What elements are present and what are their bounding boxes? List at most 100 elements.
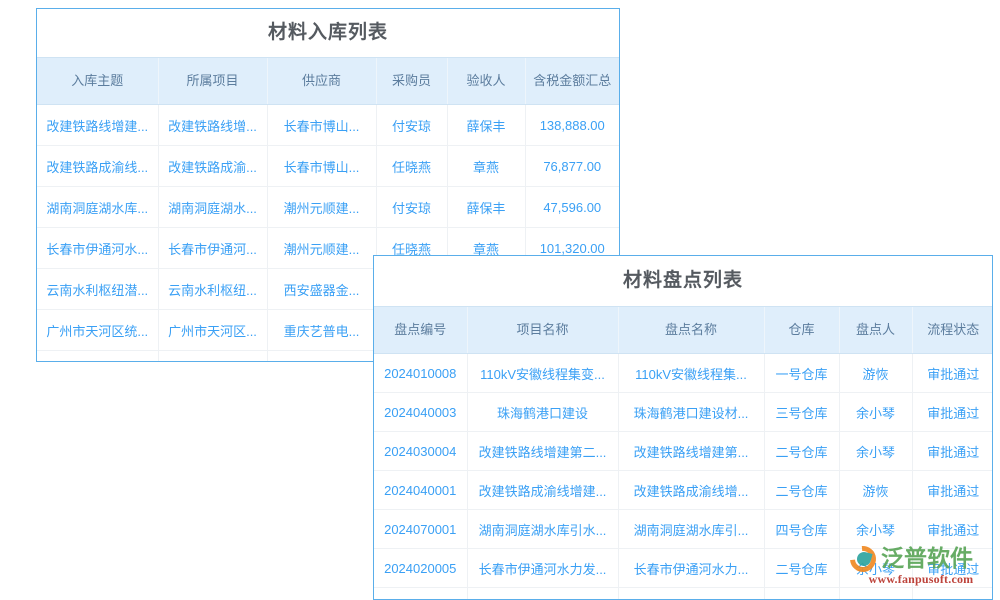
- cell-stocktake-code[interactable]: 2024060001: [374, 588, 467, 600]
- cell-inbound-amount: 47,596.00: [524, 186, 619, 228]
- cell-inbound-project[interactable]: 青海洪湖养护...: [157, 350, 267, 361]
- status-badge: 审批通过: [911, 431, 992, 471]
- cell-stocktake-person: 余小琴: [838, 509, 912, 549]
- cell-stocktake-person: 余小琴: [838, 392, 912, 432]
- cell-stocktake-code[interactable]: 2024040001: [374, 470, 467, 510]
- cell-inbound-buyer: 付安琼: [375, 186, 447, 228]
- page-title-stocktake: 材料盘点列表: [374, 256, 992, 306]
- table-row[interactable]: 2024040001 改建铁路成渝线增建... 改建铁路成渝线增... 二号仓库 游恢审…: [374, 470, 992, 510]
- cell-stocktake-project[interactable]: 云南水利枢纽潜明水...: [466, 587, 618, 599]
- cell-inbound-project[interactable]: 湖南洞庭湖水...: [157, 186, 267, 228]
- cell-stocktake-project[interactable]: 湖南洞庭湖水库引水...: [466, 509, 618, 549]
- cell-inbound-supplier[interactable]: 西安盛器金...: [266, 350, 376, 361]
- cell-inbound-subject[interactable]: 云南水利枢纽潜...: [37, 268, 158, 310]
- cell-inbound-project[interactable]: 广州市天河区...: [157, 309, 267, 351]
- cell-inbound-amount: 76,877.00: [524, 145, 619, 187]
- table-row[interactable]: 湖南洞庭湖水库... 湖南洞庭湖水... 潮州元顺建... 付安琼 薛保丰 47,596.…: [37, 186, 619, 228]
- cell-stocktake-person: 游恢: [838, 470, 912, 510]
- column-header-supplier[interactable]: 供应商: [266, 57, 376, 105]
- cell-inbound-subject[interactable]: 改建铁路成渝线...: [37, 145, 158, 187]
- cell-inbound-supplier[interactable]: 西安盛器金...: [266, 268, 376, 310]
- cell-stocktake-warehouse: 二号仓库: [763, 470, 839, 510]
- cell-stocktake-warehouse: 二号仓库: [763, 587, 839, 599]
- cell-inbound-supplier[interactable]: 长春市博山...: [266, 145, 376, 187]
- cell-stocktake-person: 游恢: [838, 587, 912, 599]
- cell-stocktake-project[interactable]: 改建铁路成渝线增建...: [466, 470, 618, 510]
- cell-inbound-supplier[interactable]: 长春市博山...: [266, 104, 376, 146]
- table-row[interactable]: 2024010008 110kV安徽线程集变... 110kV安徽线程集... 一号仓…: [374, 353, 992, 393]
- material-stocktake-panel: 材料盘点列表 盘点编号 项目名称 盘点名称 仓库 盘点人 流程状态 202401…: [373, 255, 993, 600]
- cell-stocktake-name[interactable]: 湖南洞庭湖水库引...: [617, 509, 764, 549]
- cell-inbound-supplier[interactable]: 重庆艺普电...: [266, 309, 376, 351]
- cell-stocktake-warehouse: 四号仓库: [763, 509, 839, 549]
- column-header-takename[interactable]: 盘点名称: [617, 306, 764, 354]
- page-title-inbound: 材料入库列表: [37, 9, 619, 57]
- status-badge: 审批通过: [911, 353, 992, 393]
- cell-stocktake-person: 余小琴: [838, 548, 912, 588]
- cell-inbound-subject[interactable]: 湖南洞庭湖水库...: [37, 186, 158, 228]
- column-header-project[interactable]: 所属项目: [157, 57, 267, 105]
- inbound-header-row: 入库主题 所属项目 供应商 采购员 验收人 含税金额汇总: [37, 57, 619, 105]
- stocktake-table: 盘点编号 项目名称 盘点名称 仓库 盘点人 流程状态 2024010008 110…: [374, 306, 992, 600]
- cell-stocktake-person: 余小琴: [838, 431, 912, 471]
- cell-inbound-receiver: 薛保丰: [446, 186, 525, 228]
- cell-inbound-subject[interactable]: 广州市天河区统...: [37, 309, 158, 351]
- status-badge: 审批通过: [911, 509, 992, 549]
- table-row[interactable]: 2024020005 长春市伊通河水力发... 长春市伊通河水力... 二号仓库 余小琴…: [374, 548, 992, 588]
- cell-stocktake-name[interactable]: 云南水利枢纽潜明...: [617, 587, 764, 599]
- status-badge: 审批通过: [911, 392, 992, 432]
- cell-inbound-amount: 138,888.00: [524, 104, 619, 146]
- cell-stocktake-project[interactable]: 长春市伊通河水力发...: [466, 548, 618, 588]
- cell-inbound-subject[interactable]: 长春市伊通河水...: [37, 227, 158, 269]
- column-header-projname[interactable]: 项目名称: [466, 306, 618, 354]
- cell-stocktake-code[interactable]: 2024030004: [374, 431, 467, 471]
- table-row[interactable]: 2024040003 珠海鹤港口建设 珠海鹤港口建设材... 三号仓库 余小琴 审批通过: [374, 392, 992, 432]
- cell-stocktake-project[interactable]: 珠海鹤港口建设: [466, 392, 618, 432]
- column-header-subject[interactable]: 入库主题: [37, 57, 158, 105]
- cell-stocktake-name[interactable]: 改建铁路线增建第...: [617, 431, 764, 471]
- cell-inbound-subject[interactable]: 改建铁路线增建...: [37, 104, 158, 146]
- cell-stocktake-project[interactable]: 改建铁路线增建第二...: [466, 431, 618, 471]
- cell-inbound-subject[interactable]: 青海洪湖养护院...: [37, 351, 158, 362]
- table-row[interactable]: 2024070001 湖南洞庭湖水库引水... 湖南洞庭湖水库引... 四号仓库 余小琴…: [374, 509, 992, 549]
- cell-inbound-buyer: 付安琼: [375, 104, 447, 146]
- cell-inbound-supplier[interactable]: 潮州元顺建...: [266, 186, 376, 228]
- column-header-warehouse[interactable]: 仓库: [763, 306, 839, 354]
- cell-inbound-project[interactable]: 改建铁路线增...: [157, 104, 267, 146]
- table-row[interactable]: 2024060001云南水利枢纽潜明水...云南水利枢纽潜明...二号仓库游恢审…: [374, 587, 992, 600]
- cell-inbound-project[interactable]: 长春市伊通河...: [157, 227, 267, 269]
- cell-inbound-project[interactable]: 改建铁路成渝...: [157, 145, 267, 187]
- cell-inbound-supplier[interactable]: 潮州元顺建...: [266, 227, 376, 269]
- column-header-code[interactable]: 盘点编号: [374, 306, 467, 354]
- cell-stocktake-person: 游恢: [838, 353, 912, 393]
- table-row[interactable]: 改建铁路成渝线... 改建铁路成渝... 长春市博山... 任晓燕 章燕 76,877.0…: [37, 145, 619, 187]
- cell-stocktake-code[interactable]: 2024010008: [374, 353, 467, 393]
- cell-inbound-receiver: 章燕: [446, 145, 525, 187]
- status-badge: 审批通过: [911, 470, 992, 510]
- cell-stocktake-name[interactable]: 珠海鹤港口建设材...: [617, 392, 764, 432]
- cell-stocktake-project[interactable]: 110kV安徽线程集变...: [466, 353, 618, 393]
- table-row[interactable]: 改建铁路线增建... 改建铁路线增... 长春市博山... 付安琼 薛保丰 138,888…: [37, 104, 619, 146]
- column-header-receiver[interactable]: 验收人: [446, 57, 525, 105]
- cell-stocktake-warehouse: 一号仓库: [763, 353, 839, 393]
- column-header-status[interactable]: 流程状态: [911, 306, 992, 354]
- stocktake-header-row: 盘点编号 项目名称 盘点名称 仓库 盘点人 流程状态: [374, 306, 992, 354]
- column-header-buyer[interactable]: 采购员: [375, 57, 447, 105]
- cell-stocktake-code[interactable]: 2024070001: [374, 509, 467, 549]
- cell-inbound-project[interactable]: 云南水利枢纽...: [157, 268, 267, 310]
- cell-stocktake-warehouse: 二号仓库: [763, 548, 839, 588]
- status-badge: 审批通过: [911, 548, 992, 588]
- cell-inbound-receiver: 薛保丰: [446, 104, 525, 146]
- cell-stocktake-name[interactable]: 长春市伊通河水力...: [617, 548, 764, 588]
- cell-stocktake-warehouse: 三号仓库: [763, 392, 839, 432]
- cell-inbound-buyer: 任晓燕: [375, 145, 447, 187]
- cell-stocktake-name[interactable]: 改建铁路成渝线增...: [617, 470, 764, 510]
- cell-stocktake-code[interactable]: 2024040003: [374, 392, 467, 432]
- column-header-amount[interactable]: 含税金额汇总: [524, 57, 619, 105]
- cell-stocktake-warehouse: 二号仓库: [763, 431, 839, 471]
- table-row[interactable]: 2024030004 改建铁路线增建第二... 改建铁路线增建第... 二号仓库 余小琴…: [374, 431, 992, 471]
- cell-stocktake-name[interactable]: 110kV安徽线程集...: [617, 353, 764, 393]
- cell-stocktake-code[interactable]: 2024020005: [374, 548, 467, 588]
- column-header-person[interactable]: 盘点人: [838, 306, 912, 354]
